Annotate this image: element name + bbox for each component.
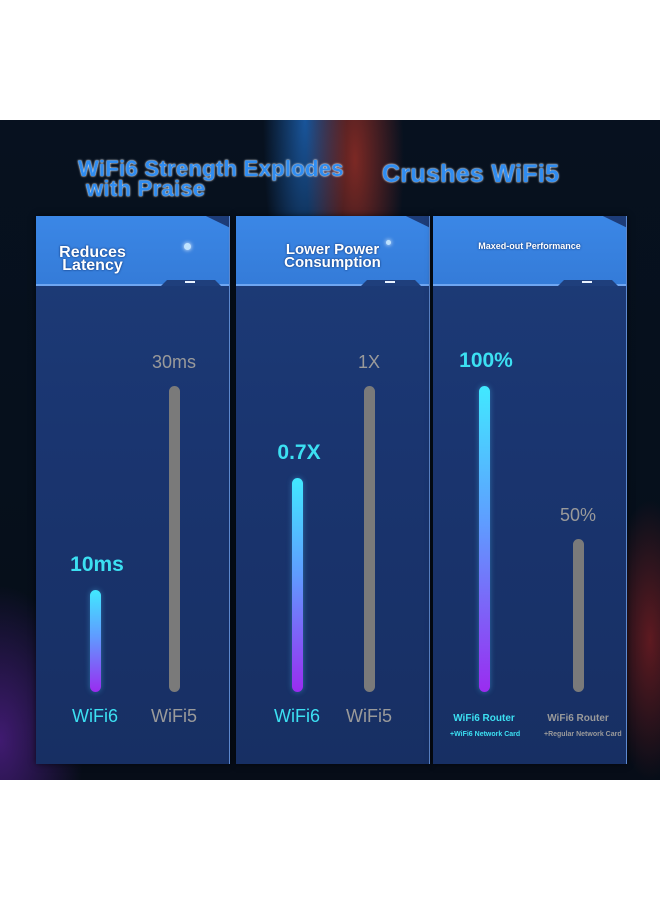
panel-title-line1: Reduces (59, 244, 126, 261)
panel-tab (161, 280, 221, 286)
category-note: +WiFi6 Network Card (450, 731, 521, 738)
bar-wifi6 (292, 478, 303, 692)
value-label: 1X (357, 352, 381, 372)
bar-wifi6 (90, 590, 101, 692)
panel-header-divider (36, 284, 229, 286)
latency-panel: Reduces Latency (36, 216, 230, 764)
bar-wifi5 (169, 386, 180, 692)
panel-header (36, 216, 229, 286)
category-note: +Regular Network Card (544, 731, 622, 738)
performance-panel: Maxed-out Performance (433, 216, 627, 764)
sparkle-icon (184, 243, 191, 250)
panel-header-divider (236, 284, 429, 286)
category-label: WiFi6 (274, 706, 320, 726)
value-label: 50% (559, 505, 597, 525)
power-panel: Lower Power Consumption (236, 216, 430, 764)
panel-title-line2: Consumption (284, 254, 381, 271)
value-label: 0.7X (277, 441, 321, 464)
panel-tab-mark (582, 281, 592, 283)
panel-tab (361, 280, 421, 286)
headline-left-line1: WiFi6 Strength Explodes (78, 156, 344, 181)
panel-header (236, 216, 429, 286)
panel-tab (558, 280, 618, 286)
category-label: WiFi6 (72, 706, 118, 726)
category-label: WiFi5 (151, 706, 197, 726)
headline-left-line2: with Praise (86, 176, 206, 201)
panel-title-line1: Lower Power (285, 241, 380, 258)
panel-title: Maxed-out Performance (478, 241, 581, 251)
panel-tab-mark (185, 281, 195, 283)
bar-wifi6-router (573, 539, 584, 692)
value-label: 30ms (151, 352, 196, 372)
panel-header-divider (433, 284, 626, 286)
category-label: WiFi6 Router (547, 713, 609, 724)
value-label: 100% (459, 349, 513, 372)
sparkle-icon (386, 240, 391, 245)
headline-right: Crushes WiFi5 (382, 160, 560, 188)
category-label: WiFi5 (346, 706, 392, 726)
bar-wifi5 (364, 386, 375, 692)
panel-tab-mark (385, 281, 395, 283)
bar-wifi6-router (479, 386, 490, 692)
category-label: WiFi6 Router (453, 713, 515, 724)
panel-title-line2: Latency (62, 257, 123, 274)
value-label: 10ms (70, 553, 124, 576)
panel-header (433, 216, 626, 286)
